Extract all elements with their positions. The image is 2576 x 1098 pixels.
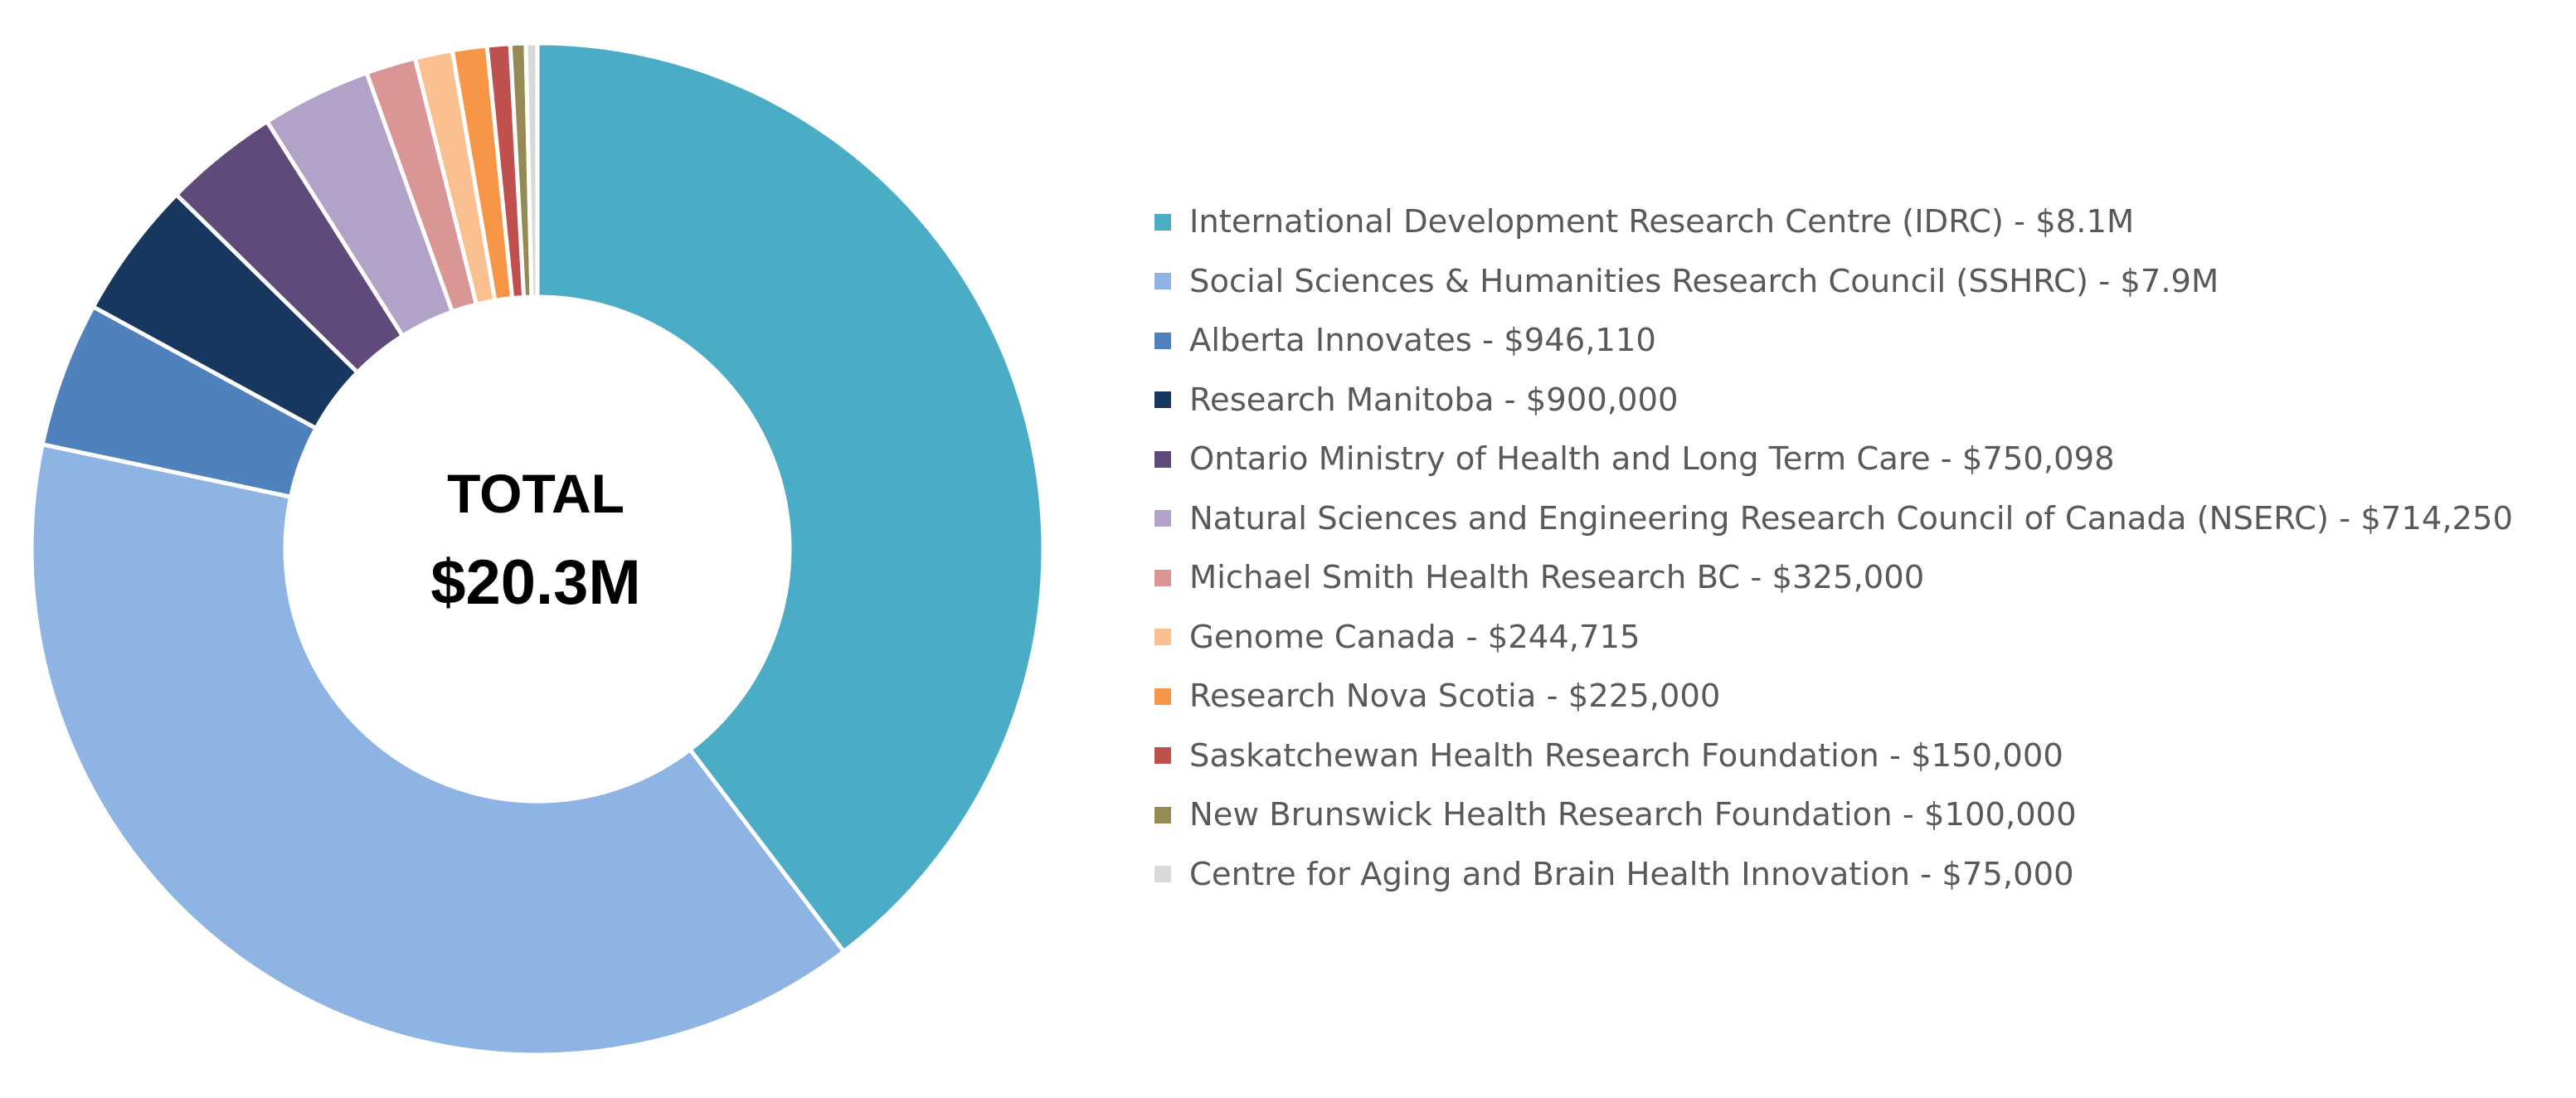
legend-label: Natural Sciences and Engineering Researc… (1189, 499, 2514, 537)
legend-item-7: Michael Smith Health Research BC - $325,… (1154, 548, 2513, 608)
legend-swatch (1154, 687, 1171, 705)
center-total-value: $20.3M (430, 547, 641, 618)
legend-swatch (1154, 866, 1171, 883)
legend-swatch (1154, 213, 1171, 231)
donut-slice-12 (523, 41, 540, 299)
legend-label: Saskatchewan Health Research Foundation … (1189, 736, 2063, 775)
legend-swatch (1154, 747, 1171, 765)
legend-label: Research Nova Scotia - $225,000 (1189, 678, 1721, 716)
legend-item-2: Social Sciences & Humanities Research Co… (1154, 252, 2513, 312)
legend-swatch (1154, 332, 1171, 349)
chart-legend: International Development Research Centr… (1154, 192, 2513, 904)
center-total-label: TOTAL (447, 463, 625, 524)
legend-item-5: Ontario Ministry of Health and Long Term… (1154, 430, 2513, 489)
legend-swatch (1154, 391, 1171, 409)
legend-item-6: Natural Sciences and Engineering Researc… (1154, 489, 2513, 549)
legend-swatch (1154, 510, 1171, 527)
legend-item-12: Centre for Aging and Brain Health Innova… (1154, 845, 2513, 905)
legend-swatch (1154, 629, 1171, 646)
legend-item-3: Alberta Innovates - $946,110 (1154, 311, 2513, 371)
legend-item-8: Genome Canada - $244,715 (1154, 608, 2513, 668)
donut-slice-2 (29, 442, 846, 1057)
legend-label: International Development Research Centr… (1189, 203, 2135, 241)
legend-label: Alberta Innovates - $946,110 (1189, 322, 1656, 360)
legend-swatch (1154, 569, 1171, 586)
legend-item-9: Research Nova Scotia - $225,000 (1154, 667, 2513, 726)
legend-swatch (1154, 273, 1171, 290)
legend-item-4: Research Manitoba - $900,000 (1154, 371, 2513, 430)
legend-label: Research Manitoba - $900,000 (1189, 381, 1679, 419)
legend-label: New Brunswick Health Research Foundation… (1189, 796, 2077, 834)
legend-label: Michael Smith Health Research BC - $325,… (1189, 559, 1925, 597)
legend-swatch (1154, 806, 1171, 824)
legend-item-11: New Brunswick Health Research Foundation… (1154, 785, 2513, 845)
legend-item-10: Saskatchewan Health Research Foundation … (1154, 726, 2513, 786)
donut-slice-1 (535, 41, 1046, 954)
legend-label: Centre for Aging and Brain Health Innova… (1189, 855, 2074, 893)
legend-label: Ontario Ministry of Health and Long Term… (1189, 440, 2115, 479)
legend-item-1: International Development Research Centr… (1154, 192, 2513, 252)
legend-label: Social Sciences & Humanities Research Co… (1189, 262, 2219, 300)
donut-slices (29, 41, 1046, 1057)
legend-swatch (1154, 450, 1171, 468)
legend-label: Genome Canada - $244,715 (1189, 618, 1640, 656)
donut-chart: TOTAL $20.3M (29, 41, 1046, 1057)
